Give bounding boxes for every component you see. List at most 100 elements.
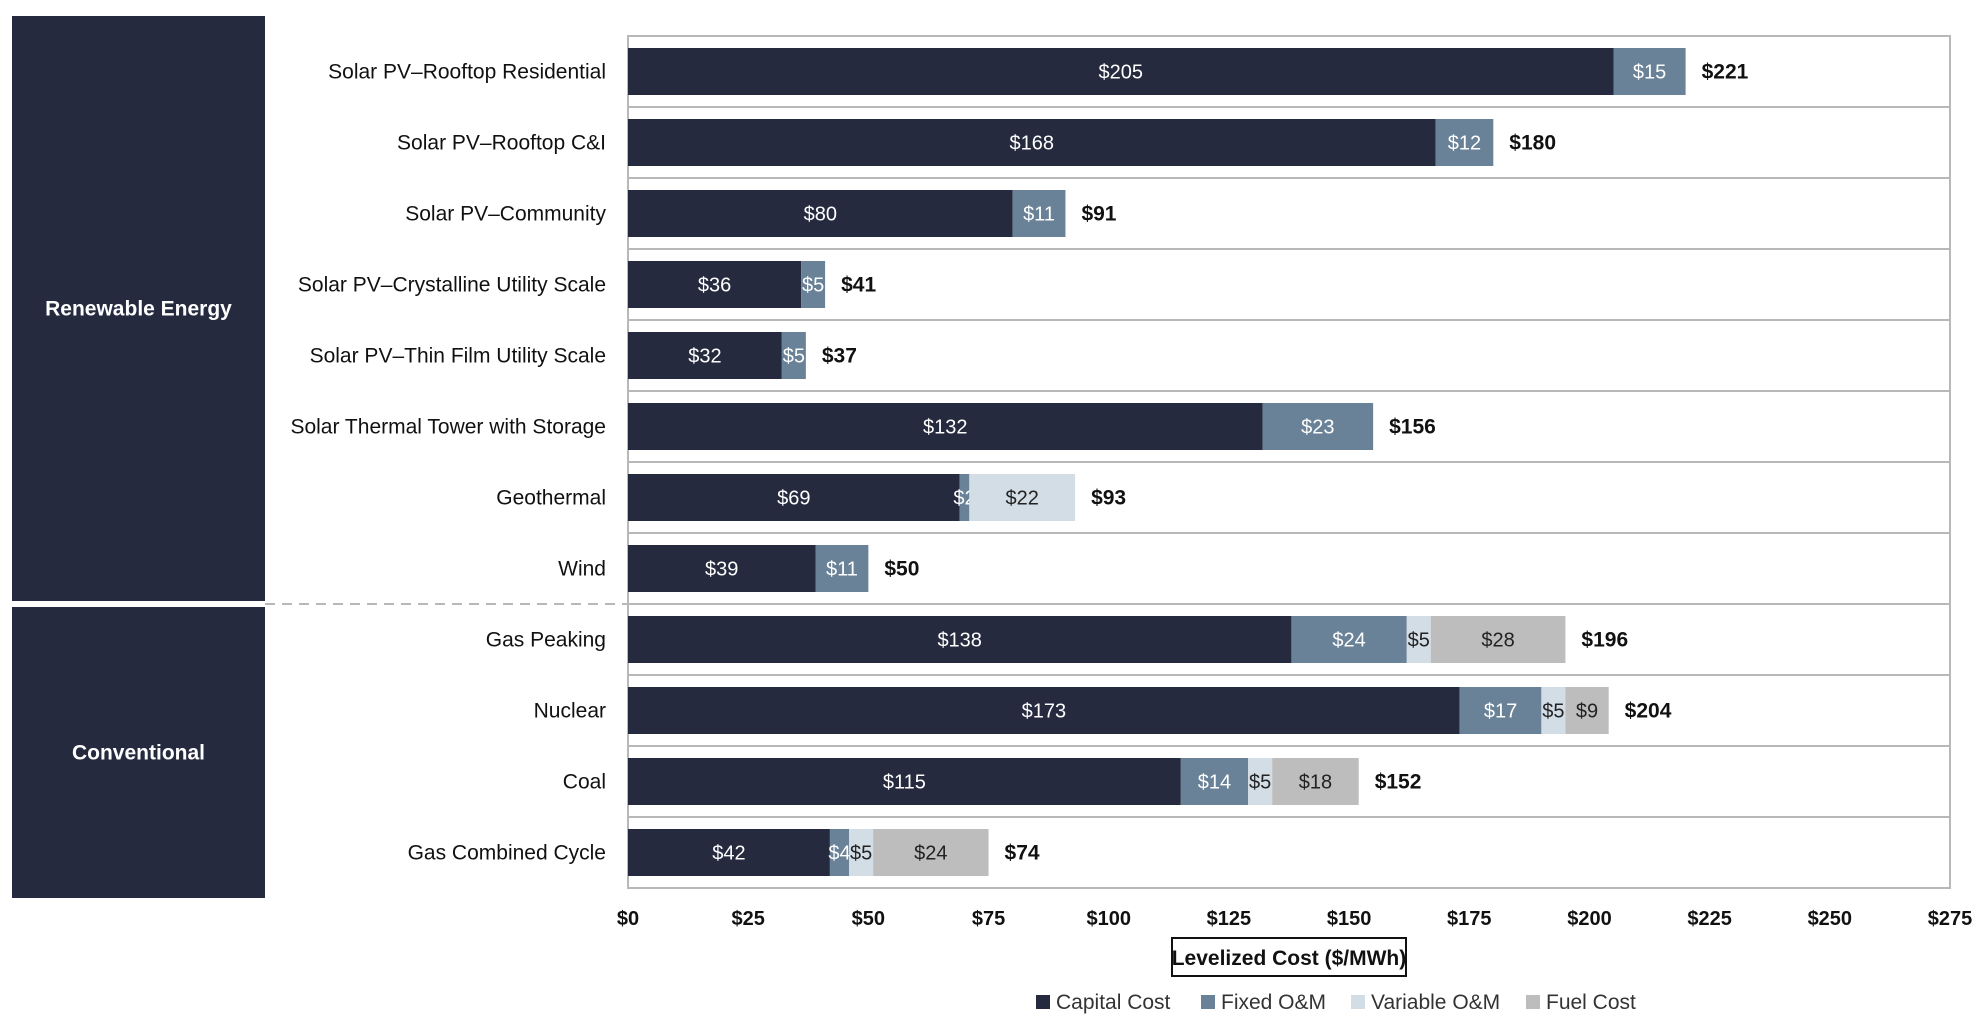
bar-capital-cost — [628, 190, 1013, 237]
x-tick-label: $250 — [1808, 908, 1853, 930]
legend-swatch-variable-oandm — [1351, 995, 1365, 1009]
data-label-variable-oandm: $5 — [1542, 701, 1564, 723]
category-label: Gas Peaking — [486, 629, 606, 652]
data-label-fuel-cost: $28 — [1481, 630, 1514, 652]
bar-capital-cost — [628, 332, 782, 379]
bar-fixed-oandm — [1180, 758, 1249, 805]
x-tick-label: $200 — [1567, 908, 1612, 930]
x-tick-label: $25 — [731, 908, 764, 930]
data-label-fixed-oandm: $11 — [1023, 204, 1055, 226]
bar-fixed-oandm — [1435, 119, 1494, 166]
x-axis-title-box — [1171, 937, 1407, 977]
bar-fuel-cost — [1430, 616, 1566, 663]
total-label: $37 — [822, 345, 857, 368]
category-label: Solar PV–Crystalline Utility Scale — [298, 274, 606, 297]
total-label: $196 — [1581, 629, 1628, 652]
bar-fixed-oandm — [1459, 687, 1542, 734]
data-label-capital-cost: $80 — [804, 204, 837, 226]
total-label: $221 — [1702, 61, 1749, 84]
data-label-fuel-cost: $9 — [1576, 701, 1598, 723]
bar-capital-cost — [628, 545, 816, 592]
data-label-capital-cost: $69 — [777, 488, 810, 510]
bar-variable-oandm — [849, 829, 874, 876]
data-label-capital-cost: $32 — [688, 346, 721, 368]
bar-variable-oandm — [1541, 687, 1566, 734]
group-panel-renewable-energy — [12, 16, 265, 601]
x-tick-label: $150 — [1327, 908, 1372, 930]
bar-capital-cost — [628, 403, 1263, 450]
bar-fixed-oandm — [815, 545, 869, 592]
data-label-capital-cost: $115 — [883, 772, 926, 794]
x-tick-label: $0 — [617, 908, 639, 930]
bar-fuel-cost — [873, 829, 989, 876]
data-label-fixed-oandm: $17 — [1484, 701, 1517, 723]
total-label: $93 — [1091, 487, 1126, 510]
data-label-fixed-oandm: $14 — [1198, 772, 1231, 794]
data-label-fixed-oandm: $5 — [802, 275, 824, 297]
bar-capital-cost — [628, 119, 1436, 166]
data-label-capital-cost: $205 — [1098, 62, 1143, 84]
category-label: Solar PV–Rooftop C&I — [397, 132, 606, 155]
category-label: Solar PV–Rooftop Residential — [328, 61, 606, 84]
category-label: Geothermal — [496, 487, 606, 510]
category-label: Solar PV–Thin Film Utility Scale — [310, 345, 606, 368]
bar-variable-oandm — [969, 474, 1076, 521]
legend-swatch-capital-cost — [1036, 995, 1050, 1009]
category-label: Nuclear — [534, 700, 606, 723]
total-label: $41 — [841, 274, 876, 297]
data-label-capital-cost: $173 — [1022, 701, 1067, 723]
bar-capital-cost — [628, 48, 1614, 95]
data-label-fuel-cost: $18 — [1299, 772, 1332, 794]
data-label-fixed-oandm: $15 — [1633, 62, 1666, 84]
x-tick-label: $100 — [1086, 908, 1131, 930]
data-label-fuel-cost: $24 — [914, 843, 947, 865]
data-label-variable-oandm: $5 — [850, 843, 872, 865]
group-panel-conventional — [12, 607, 265, 898]
x-tick-label: $175 — [1447, 908, 1492, 930]
x-tick-label: $225 — [1687, 908, 1732, 930]
data-label-fixed-oandm: $23 — [1301, 417, 1334, 439]
category-label: Wind — [558, 558, 606, 581]
legend-swatch-fuel-cost — [1526, 995, 1540, 1009]
data-label-variable-oandm: $5 — [1249, 772, 1271, 794]
bar-fixed-oandm — [1291, 616, 1407, 663]
x-tick-label: $50 — [852, 908, 885, 930]
bar-capital-cost — [628, 829, 830, 876]
data-label-capital-cost: $42 — [712, 843, 745, 865]
bar-fixed-oandm — [1262, 403, 1374, 450]
bar-capital-cost — [628, 758, 1181, 805]
data-label-fixed-oandm: $11 — [826, 559, 858, 581]
total-label: $156 — [1389, 416, 1436, 439]
group-label-renewable-energy: Renewable Energy — [45, 298, 232, 321]
bar-capital-cost — [628, 616, 1292, 663]
data-label-variable-oandm: $5 — [1408, 630, 1430, 652]
data-label-variable-oandm: $22 — [1006, 488, 1039, 510]
legend-label-capital-cost: Capital Cost — [1056, 991, 1171, 1014]
x-tick-label: $275 — [1928, 908, 1973, 930]
bar-fuel-cost — [1272, 758, 1359, 805]
category-label: Gas Combined Cycle — [408, 842, 606, 865]
data-label-capital-cost: $132 — [923, 417, 968, 439]
total-label: $204 — [1625, 700, 1672, 723]
category-label: Coal — [563, 771, 606, 794]
data-label-capital-cost: $138 — [937, 630, 982, 652]
x-axis-title: Levelized Cost ($/MWh) — [1172, 947, 1407, 970]
bar-fuel-cost — [1565, 687, 1609, 734]
total-label: $74 — [1005, 842, 1040, 865]
bar-variable-oandm — [1248, 758, 1273, 805]
legend-label-fixed-oandm: Fixed O&M — [1221, 991, 1326, 1014]
bar-fixed-oandm — [829, 829, 850, 876]
total-label: $50 — [884, 558, 919, 581]
legend-label-fuel-cost: Fuel Cost — [1546, 991, 1636, 1014]
data-label-capital-cost: $36 — [698, 275, 731, 297]
data-label-fixed-oandm: $12 — [1448, 133, 1481, 155]
bar-fixed-oandm — [801, 261, 826, 308]
bar-fixed-oandm — [781, 332, 806, 379]
x-tick-label: $125 — [1207, 908, 1252, 930]
total-label: $91 — [1081, 203, 1116, 226]
group-label-conventional: Conventional — [72, 742, 205, 765]
total-label: $180 — [1509, 132, 1556, 155]
bar-fixed-oandm — [959, 474, 970, 521]
